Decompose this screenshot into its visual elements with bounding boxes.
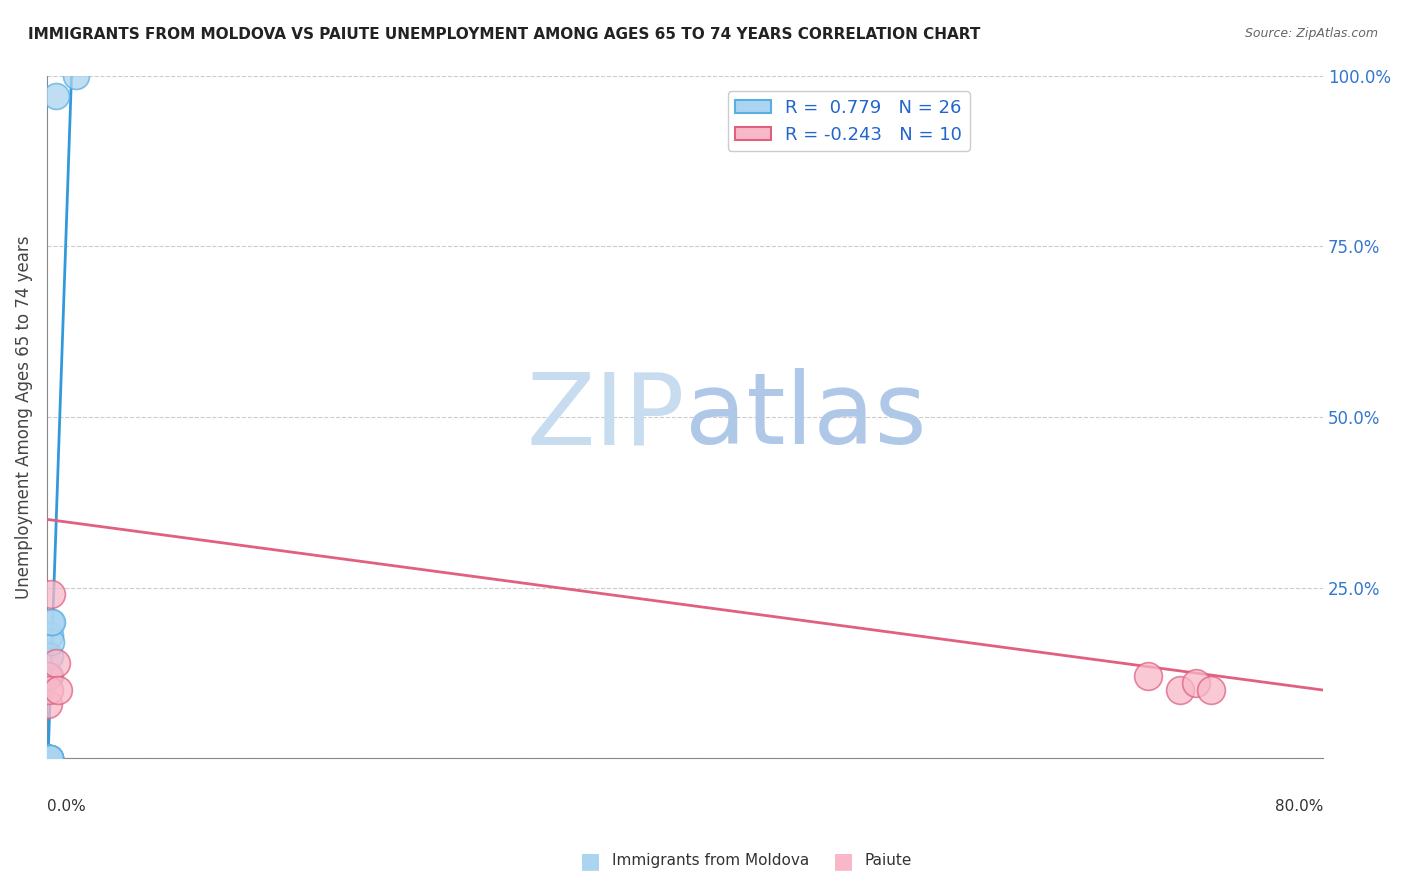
Text: 0.0%: 0.0% bbox=[46, 799, 86, 814]
Point bbox=[39, 751, 62, 765]
Text: Source: ZipAtlas.com: Source: ZipAtlas.com bbox=[1244, 27, 1378, 40]
Point bbox=[39, 615, 62, 629]
Point bbox=[38, 683, 60, 698]
Point bbox=[39, 628, 62, 642]
Point bbox=[38, 751, 60, 765]
Point bbox=[1201, 683, 1223, 698]
Text: Immigrants from Moldova: Immigrants from Moldova bbox=[612, 854, 808, 868]
Point bbox=[38, 751, 60, 765]
Text: ■: ■ bbox=[834, 851, 853, 871]
Text: ■: ■ bbox=[581, 851, 600, 871]
Point bbox=[37, 751, 59, 765]
Text: ZIP: ZIP bbox=[527, 368, 685, 466]
Point bbox=[1136, 669, 1159, 683]
Text: Paiute: Paiute bbox=[865, 854, 912, 868]
Point bbox=[38, 751, 60, 765]
Point bbox=[37, 669, 59, 683]
Point bbox=[41, 615, 63, 629]
Point bbox=[37, 751, 59, 765]
Point bbox=[46, 683, 69, 698]
Text: IMMIGRANTS FROM MOLDOVA VS PAIUTE UNEMPLOYMENT AMONG AGES 65 TO 74 YEARS CORRELA: IMMIGRANTS FROM MOLDOVA VS PAIUTE UNEMPL… bbox=[28, 27, 980, 42]
Point bbox=[1184, 676, 1206, 690]
Point bbox=[38, 751, 60, 765]
Legend: R =  0.779   N = 26, R = -0.243   N = 10: R = 0.779 N = 26, R = -0.243 N = 10 bbox=[728, 91, 970, 151]
Point bbox=[38, 751, 60, 765]
Point bbox=[39, 669, 62, 683]
Point bbox=[1168, 683, 1191, 698]
Point bbox=[39, 635, 62, 649]
Text: 80.0%: 80.0% bbox=[1275, 799, 1323, 814]
Point bbox=[38, 751, 60, 765]
Point bbox=[39, 751, 62, 765]
Point bbox=[39, 648, 62, 663]
Point bbox=[37, 751, 59, 765]
Point bbox=[39, 587, 62, 601]
Text: atlas: atlas bbox=[685, 368, 927, 466]
Point bbox=[37, 751, 59, 765]
Point bbox=[37, 697, 59, 711]
Point bbox=[38, 751, 60, 765]
Point bbox=[45, 656, 67, 670]
Point bbox=[65, 69, 87, 83]
Point bbox=[39, 751, 62, 765]
Point bbox=[38, 751, 60, 765]
Point bbox=[45, 89, 67, 103]
Y-axis label: Unemployment Among Ages 65 to 74 years: Unemployment Among Ages 65 to 74 years bbox=[15, 235, 32, 599]
Point bbox=[37, 751, 59, 765]
Point bbox=[37, 751, 59, 765]
Point bbox=[38, 751, 60, 765]
